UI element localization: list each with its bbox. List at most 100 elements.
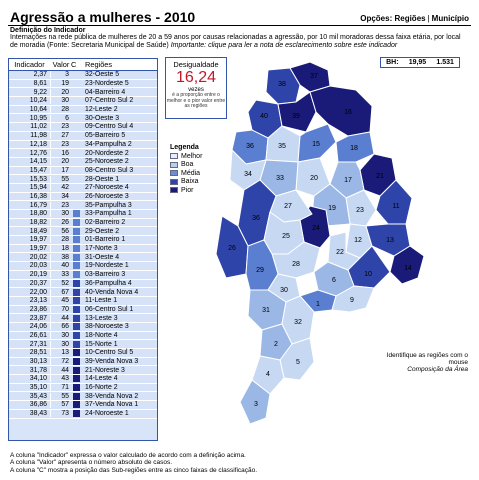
cell-indicador: 19,97 bbox=[9, 236, 51, 244]
cell-regiao: 15-Norte 1 bbox=[85, 340, 118, 348]
cell-indicador: 10,64 bbox=[9, 106, 51, 114]
table-row[interactable]: 35,10 71 16-Norte 2 bbox=[9, 383, 157, 393]
cell-indicador: 2,37 bbox=[9, 71, 51, 79]
table-row[interactable]: 26,61 30 18-Norte 4 bbox=[9, 331, 157, 341]
table-row[interactable]: 15,47 17 08-Centro Sul 3 bbox=[9, 166, 157, 176]
inequality-value: 16,24 bbox=[175, 69, 217, 86]
cell-valor: 28 bbox=[61, 106, 69, 114]
table-row[interactable]: 9,22 20 04-Barreiro 4 bbox=[9, 88, 157, 98]
table-row[interactable]: 11,02 23 09-Centro Sul 4 bbox=[9, 123, 157, 132]
table-row[interactable]: 8,61 19 23-Nordeste 5 bbox=[9, 79, 157, 89]
option-municipio-link[interactable]: Município bbox=[431, 14, 469, 23]
table-row[interactable]: 12,18 23 34-Pampulha 2 bbox=[9, 140, 157, 150]
map-label-11: 11 bbox=[392, 203, 399, 210]
cell-regiao: 09-Centro Sul 4 bbox=[85, 123, 134, 131]
cell-valor: 44 bbox=[61, 314, 69, 322]
cell-regiao: 12-Leste 2 bbox=[85, 106, 118, 114]
class-swatch bbox=[72, 358, 80, 366]
table-row[interactable]: 23,87 44 13-Leste 3 bbox=[9, 314, 157, 323]
cell-indicador: 28,51 bbox=[9, 349, 51, 357]
table-row[interactable]: 19,97 28 01-Barreiro 1 bbox=[9, 236, 157, 245]
option-regioes-link[interactable]: Regiões bbox=[394, 14, 426, 23]
table-row[interactable]: 2,37 3 32-Oeste 5 bbox=[9, 71, 157, 80]
class-swatch bbox=[72, 271, 80, 279]
table-row[interactable]: 14,15 20 25-Noroeste 2 bbox=[9, 157, 157, 167]
cell-class bbox=[71, 106, 81, 113]
legend-item: Baixa bbox=[170, 178, 202, 187]
map-label-10: 10 bbox=[364, 271, 372, 278]
class-swatch bbox=[73, 132, 80, 139]
cell-regiao: 01-Barreiro 1 bbox=[85, 236, 126, 244]
table-row[interactable]: 27,31 30 15-Norte 1 bbox=[9, 340, 157, 349]
map-source-link[interactable]: Composição da Área bbox=[407, 366, 468, 373]
table-row[interactable]: 28,51 13 10-Centro Sul 5 bbox=[9, 349, 157, 358]
map-label-9: 9 bbox=[350, 297, 354, 304]
cell-class bbox=[71, 210, 81, 218]
header-c[interactable]: C bbox=[71, 60, 77, 69]
map-label-29: 29 bbox=[256, 267, 264, 274]
cell-regiao: 05-Barreiro 5 bbox=[85, 132, 126, 140]
table-row[interactable]: 20,19 33 03-Barreiro 3 bbox=[9, 270, 157, 280]
table-row[interactable]: 15,94 42 27-Noroeste 4 bbox=[9, 183, 157, 193]
header-indicador[interactable]: Indicador bbox=[9, 60, 51, 69]
bh-count: 1.531 bbox=[436, 59, 454, 66]
map-label-35: 35 bbox=[278, 143, 286, 150]
cell-regiao: 39-Venda Nova 3 bbox=[85, 358, 139, 366]
table-row[interactable]: 34,10 43 14-Leste 4 bbox=[9, 375, 157, 384]
map-region-9[interactable] bbox=[331, 285, 375, 313]
table-row[interactable]: 18,80 30 33-Pampulha 1 bbox=[9, 210, 157, 219]
header-regioes[interactable]: Regiões bbox=[85, 60, 113, 69]
table-row[interactable]: 23,86 70 06-Centro Sul 1 bbox=[9, 305, 157, 315]
table-row[interactable]: 35,43 55 38-Venda Nova 2 bbox=[9, 392, 157, 402]
table-row[interactable]: 16,38 34 26-Noroeste 3 bbox=[9, 192, 157, 202]
table-row[interactable]: 12,76 16 20-Nordeste 2 bbox=[9, 149, 157, 158]
cell-class bbox=[71, 297, 81, 305]
cell-indicador: 31,78 bbox=[9, 366, 51, 374]
table-row[interactable]: 10,95 6 30-Oeste 3 bbox=[9, 114, 157, 124]
table-row[interactable]: 30,13 72 39-Venda Nova 3 bbox=[9, 357, 157, 367]
table-row[interactable]: 36,86 57 37-Venda Nova 1 bbox=[9, 401, 157, 410]
map-label-32: 32 bbox=[294, 319, 302, 326]
table-row[interactable]: 20,03 40 19-Nordeste 1 bbox=[9, 262, 157, 271]
definition-heading: Definição do Indicador bbox=[10, 27, 86, 34]
class-swatch bbox=[72, 236, 80, 244]
header-valor[interactable]: Valor bbox=[52, 60, 70, 69]
map-region-3[interactable] bbox=[239, 379, 271, 425]
cell-regiao: 34-Pampulha 2 bbox=[85, 140, 132, 148]
table-row[interactable]: 31,78 44 21-Noreste 3 bbox=[9, 366, 157, 376]
cell-indicador: 20,03 bbox=[9, 262, 51, 270]
class-swatch bbox=[73, 167, 80, 174]
table-row[interactable]: 24,06 66 38-Noroeste 3 bbox=[9, 322, 157, 332]
legend-item: Melhor bbox=[170, 152, 202, 161]
cell-class bbox=[71, 392, 81, 400]
map-label-28: 28 bbox=[292, 261, 300, 268]
definition-note-link[interactable]: Importante: clique para ler a nota de es… bbox=[170, 41, 398, 49]
cell-class bbox=[71, 245, 81, 253]
map-region-4[interactable] bbox=[251, 355, 285, 395]
table-row[interactable]: 22,00 67 40-Venda Nova 4 bbox=[9, 288, 157, 297]
legend-swatch bbox=[170, 178, 178, 185]
table-row[interactable]: 10,64 28 12-Leste 2 bbox=[9, 105, 157, 115]
cell-class bbox=[71, 150, 81, 157]
cell-regiao: 35-Pampulha 3 bbox=[85, 201, 132, 209]
table-row[interactable]: 11,98 27 05-Barreiro 5 bbox=[9, 131, 157, 141]
class-swatch bbox=[73, 202, 80, 209]
table-row[interactable]: 19,97 18 17-Norte 3 bbox=[9, 244, 157, 254]
class-swatch bbox=[72, 288, 80, 296]
table-row[interactable]: 15,53 55 28-Oeste 1 bbox=[9, 175, 157, 184]
map-legend: Legenda Melhor Boa Média Baixa Pior bbox=[170, 144, 202, 195]
bh-label: BH: bbox=[386, 59, 399, 66]
table-row[interactable]: 20,02 38 31-Oeste 4 bbox=[9, 253, 157, 263]
table-row[interactable]: 10,24 30 07-Centro Sul 2 bbox=[9, 97, 157, 106]
table-row[interactable]: 20,37 52 36-Pampulha 4 bbox=[9, 279, 157, 289]
class-swatch bbox=[72, 384, 80, 392]
cell-class bbox=[71, 375, 81, 383]
cell-regiao: 30-Oeste 3 bbox=[85, 114, 120, 122]
table-row[interactable]: 18,49 56 29-Oeste 2 bbox=[9, 227, 157, 237]
footnotes: A coluna "Indicador" expressa o valor ca… bbox=[10, 452, 257, 474]
cell-indicador: 38,43 bbox=[9, 410, 51, 418]
table-row[interactable]: 38,43 73 24-Noroeste 1 bbox=[9, 409, 157, 419]
table-row[interactable]: 18,82 26 02-Barreiro 2 bbox=[9, 218, 157, 228]
table-row[interactable]: 23,13 45 11-Leste 1 bbox=[9, 296, 157, 306]
table-row[interactable]: 16,79 23 35-Pampulha 3 bbox=[9, 201, 157, 210]
